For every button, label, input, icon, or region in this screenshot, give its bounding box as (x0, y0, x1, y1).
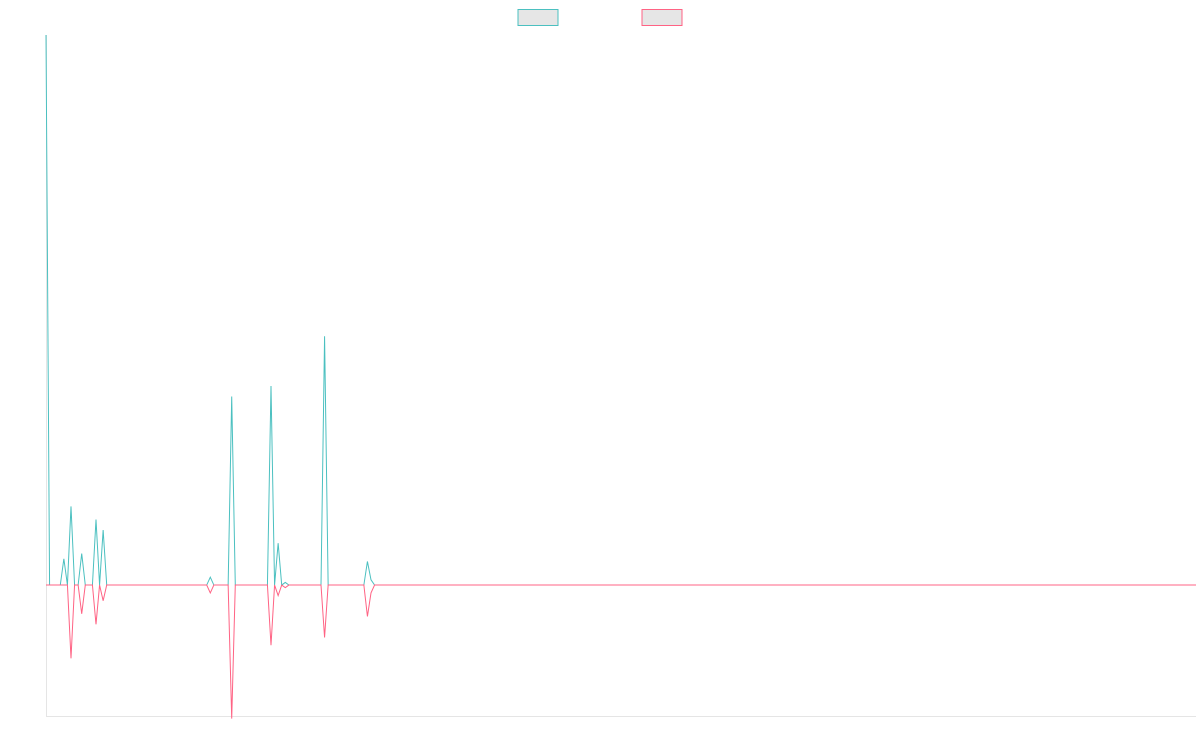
axes (46, 35, 1196, 717)
series-layer (45, 34, 1196, 719)
legend-swatch-2[interactable] (641, 9, 683, 26)
series-1-line (45, 34, 1196, 586)
legend-item-1[interactable] (517, 9, 559, 26)
legend (517, 9, 683, 26)
legend-swatch-1[interactable] (517, 9, 559, 26)
series-2-line (46, 584, 1196, 719)
legend-item-2[interactable] (641, 9, 683, 26)
